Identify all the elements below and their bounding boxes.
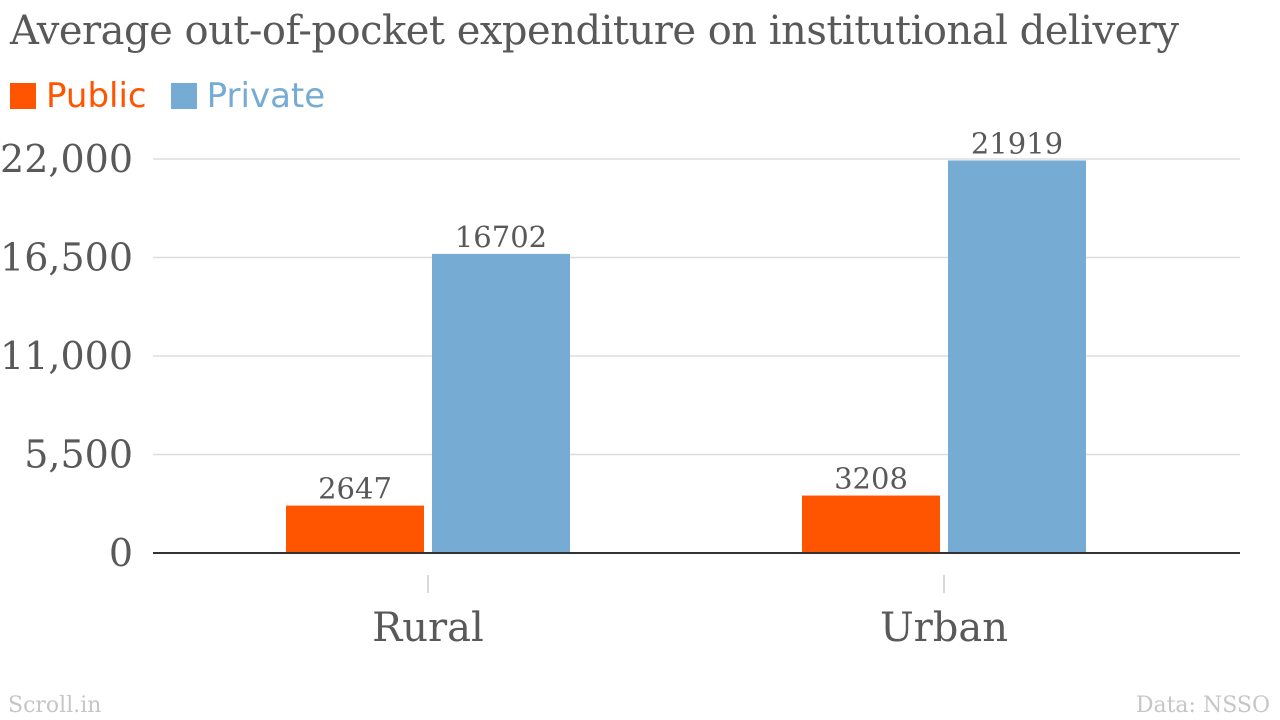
bar-private: [948, 160, 1086, 554]
legend-label-public: Public: [46, 76, 147, 116]
y-tick-label: 22,000: [0, 137, 133, 181]
legend-item-private: Private: [170, 76, 326, 116]
x-tick-label: Rural: [372, 605, 484, 651]
legend-label-private: Private: [206, 76, 326, 116]
bar-public: [286, 505, 424, 553]
legend-swatch-public: [10, 83, 36, 109]
data-label: 2647: [318, 472, 392, 506]
data-label: 16702: [455, 220, 547, 254]
x-tick-label: Urban: [880, 605, 1008, 651]
y-tick-label: 11,000: [0, 334, 133, 378]
bar-private: [432, 253, 570, 553]
data-label: 3208: [834, 462, 908, 496]
y-tick-label: 16,500: [0, 236, 133, 280]
bar-chart: 0 5,500 11,000 16,500 22,000 2647 3208 16702 219…: [0, 126, 1240, 651]
bar-public: [802, 495, 940, 553]
y-tick-label: 0: [109, 531, 133, 575]
source-label: Scroll.in: [8, 693, 102, 718]
legend: Public Private: [10, 74, 349, 118]
chart-title: Average out-of-pocket expenditure on ins…: [10, 8, 1179, 54]
y-tick-label: 5,500: [24, 433, 133, 477]
data-credit: Data: NSSO: [1135, 693, 1270, 718]
legend-item-public: Public: [10, 76, 147, 116]
legend-swatch-private: [170, 83, 197, 109]
data-label: 21919: [971, 126, 1063, 160]
